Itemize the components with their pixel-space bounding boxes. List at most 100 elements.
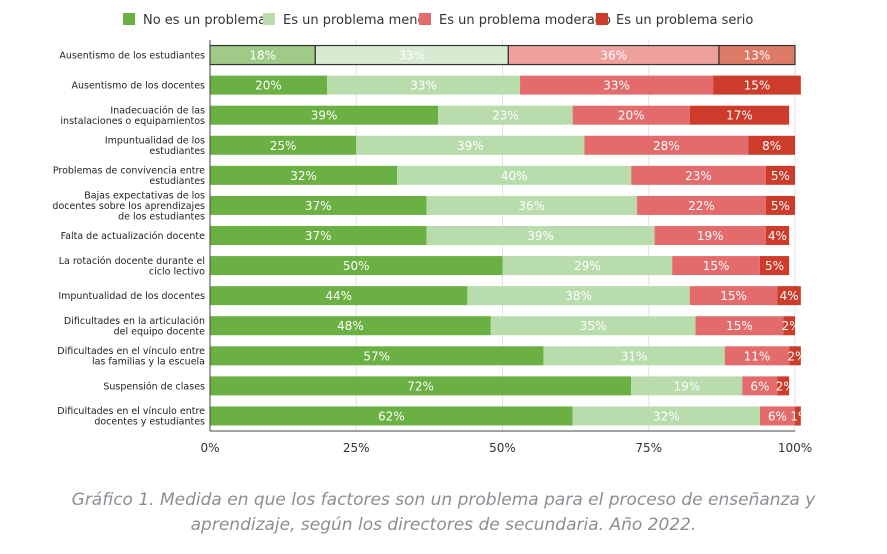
- bar-segment: [210, 195, 427, 215]
- bar-segment: [765, 226, 790, 245]
- data-label: 44%: [325, 289, 352, 303]
- bar-segment: [584, 135, 749, 155]
- data-label: 6%: [750, 379, 769, 393]
- category-label-line: estudiantes: [149, 146, 205, 157]
- category-label: Impuntualidad de los docentes: [58, 291, 205, 302]
- bar-segment: [795, 406, 801, 426]
- category-label-line: Ausentismo de los docentes: [71, 81, 205, 92]
- data-label: 17%: [726, 109, 753, 123]
- category-label-line: Dificultades en la articulación: [64, 316, 205, 327]
- data-label: 23%: [685, 169, 712, 183]
- category-label-line: Bajas expectativas de los: [84, 190, 205, 201]
- bar-segment: [759, 256, 790, 276]
- bar-segment: [502, 256, 673, 276]
- stacked-bar-chart: No es un problema Es un problema menor Es …: [52, 13, 812, 455]
- data-label: 32%: [653, 409, 680, 423]
- bar-segment: [631, 165, 766, 185]
- bar-segment: [654, 226, 766, 245]
- bar-segment: [572, 406, 760, 426]
- data-label: 2%: [776, 379, 795, 393]
- bar-segment: [520, 75, 714, 95]
- data-label: 22%: [688, 199, 715, 213]
- category-label-line: de los estudiantes: [118, 211, 205, 222]
- data-label: 15%: [744, 79, 771, 93]
- bar-segment: [210, 286, 468, 306]
- data-label: 50%: [343, 259, 370, 273]
- data-label: 20%: [255, 79, 282, 93]
- category-label: Impuntualidad de los estudiantes: [105, 136, 205, 158]
- legend-swatch-3: [419, 13, 431, 25]
- data-label: 13%: [744, 49, 771, 63]
- data-label: 36%: [518, 199, 545, 213]
- bar-segment: [718, 44, 796, 66]
- bar-segment: [689, 286, 778, 306]
- data-label: 39%: [457, 139, 484, 153]
- data-label: 29%: [574, 259, 601, 273]
- data-label: 15%: [703, 259, 730, 273]
- data-label: 72%: [407, 379, 434, 393]
- legend-label-1: No es un problema: [143, 13, 266, 28]
- data-label: 19%: [697, 229, 724, 243]
- category-label-line: docentes y estudiantes: [94, 417, 205, 428]
- bar-segment: [356, 135, 585, 155]
- data-label: 33%: [410, 79, 437, 93]
- bar-segment: [210, 226, 427, 245]
- data-label: 32%: [290, 169, 317, 183]
- data-label: 6%: [768, 409, 787, 423]
- x-tick-label: 0%: [200, 441, 219, 455]
- bar-segment: [210, 406, 573, 426]
- category-label: Problemas de convivencia entre estudiante…: [53, 166, 205, 188]
- category-label: La rotación docente durante el ciclo lect…: [59, 256, 205, 278]
- category-label-line: La rotación docente durante el: [59, 256, 205, 267]
- category-label-line: docentes sobre los aprendizajes: [52, 201, 205, 212]
- category-label-line: instalaciones o equipamientos: [60, 116, 205, 127]
- data-label: 33%: [398, 49, 425, 63]
- legend-label-2: Es un problema menor: [283, 13, 431, 28]
- data-label: 57%: [363, 349, 390, 363]
- category-label-line: del equipo docente: [114, 326, 206, 337]
- legend-swatch-1: [123, 13, 135, 25]
- data-label: 15%: [726, 319, 753, 333]
- bar-segment: [777, 286, 801, 306]
- data-label: 39%: [311, 109, 338, 123]
- category-label-line: Dificultades en el vínculo entre: [57, 346, 205, 357]
- category-label-line: Problemas de convivencia entre: [53, 166, 205, 177]
- bar-segment: [438, 105, 573, 125]
- data-label: 5%: [771, 199, 790, 213]
- data-label: 38%: [565, 289, 592, 303]
- bar-segment: [783, 316, 795, 336]
- caption-line-1: Gráfico 1. Medida en que los factores so…: [71, 490, 816, 510]
- data-label: 48%: [337, 319, 364, 333]
- x-tick-label: 75%: [635, 441, 662, 455]
- legend-swatch-2: [263, 13, 275, 25]
- category-label-line: Ausentismo de los estudiantes: [59, 51, 205, 62]
- bar-segment: [543, 346, 725, 366]
- data-label: 1%: [790, 409, 809, 423]
- legend-swatch-4: [596, 13, 608, 25]
- category-label-line: ciclo lectivo: [149, 266, 205, 277]
- category-label-line: Impuntualidad de los docentes: [58, 291, 205, 302]
- bar-segment: [490, 316, 696, 336]
- category-label-line: Inadecuación de las: [110, 105, 205, 116]
- caption-line-2: aprendizaje, según los directores de sec…: [190, 515, 697, 535]
- bar-segment: [789, 346, 801, 366]
- category-label: Suspensión de clases: [103, 381, 205, 392]
- category-label: Ausentismo de los docentes: [71, 81, 205, 92]
- bar-segment: [426, 195, 638, 215]
- bar-segment: [759, 406, 795, 426]
- category-label-line: Falta de actualización docente: [61, 231, 206, 242]
- category-label: Inadecuación de las instalaciones o equip…: [60, 105, 205, 127]
- bar-segment: [426, 226, 655, 245]
- category-label: Falta de actualización docente: [61, 231, 206, 242]
- data-label: 35%: [580, 319, 607, 333]
- category-label-line: estudiantes: [149, 176, 205, 187]
- data-label: 36%: [600, 49, 627, 63]
- data-label: 4%: [780, 289, 799, 303]
- bar-segment: [695, 316, 784, 336]
- bar-segment: [765, 195, 795, 215]
- category-label-line: Suspensión de clases: [103, 381, 205, 392]
- legend-label-4: Es un problema serio: [616, 13, 753, 28]
- bar-segment: [210, 256, 503, 276]
- data-label: 5%: [765, 259, 784, 273]
- data-label: 18%: [249, 49, 276, 63]
